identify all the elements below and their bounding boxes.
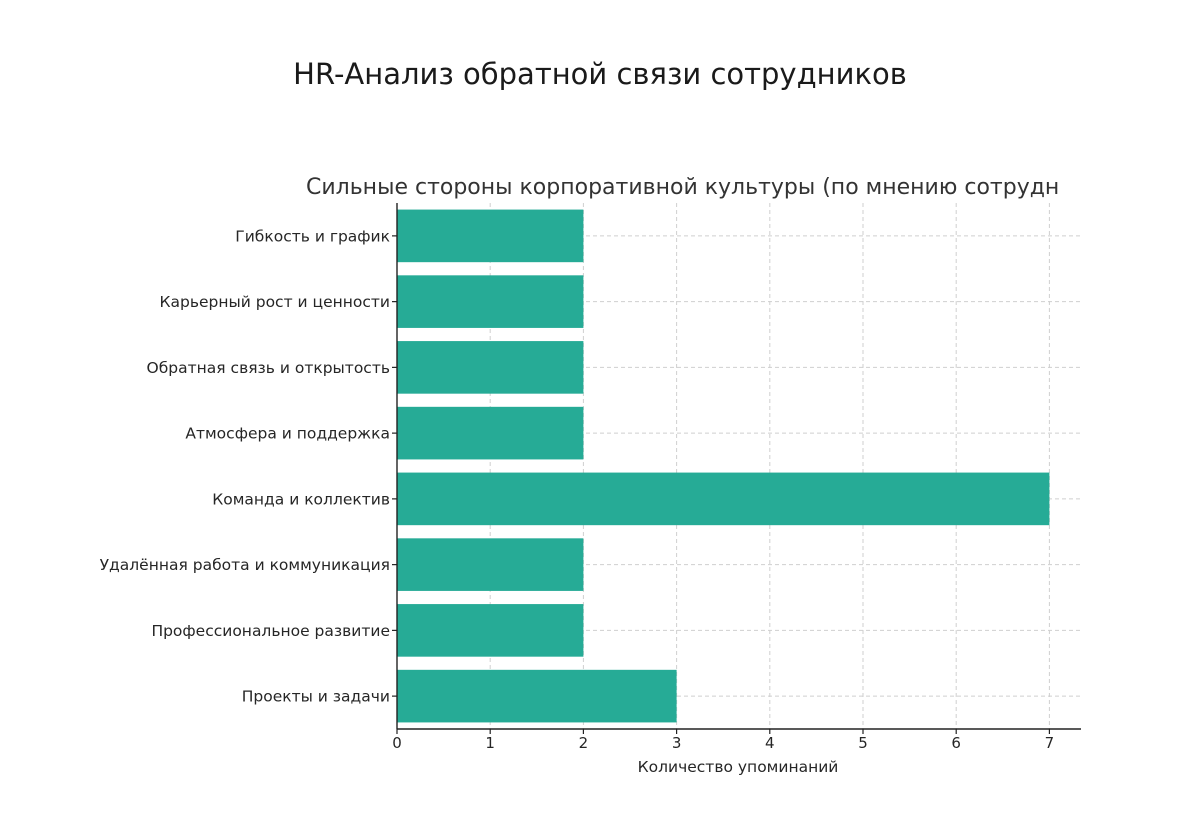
category-label-5: Удалённая работа и коммуникация (100, 556, 390, 574)
category-label-7: Проекты и задачи (242, 688, 390, 706)
bar-6 (397, 604, 584, 657)
x-axis-label: Количество упоминаний (638, 758, 839, 776)
x-tick-label-1: 1 (485, 734, 495, 752)
category-label-3: Атмосфера и поддержка (185, 425, 390, 443)
x-ticks: 0 1 2 3 4 5 6 7 (392, 734, 1054, 752)
x-tick-label-4: 4 (765, 734, 775, 752)
x-tick-label-6: 6 (951, 734, 961, 752)
bar-1 (397, 275, 584, 328)
bar-3 (397, 406, 584, 460)
bar-5 (397, 538, 584, 591)
category-labels: Гибкость и график Карьерный рост и ценнос… (100, 227, 390, 705)
x-tick-label-0: 0 (392, 734, 402, 752)
category-label-2: Обратная связь и открытость (147, 359, 390, 377)
axes (392, 203, 1081, 734)
category-label-6: Профессиональное развитие (151, 622, 390, 640)
bar-2 (397, 341, 584, 394)
x-tick-label-3: 3 (672, 734, 682, 752)
bar-0 (397, 209, 584, 263)
page-title: HR-Анализ обратной связи сотрудников (293, 57, 907, 91)
x-tick-label-2: 2 (579, 734, 589, 752)
category-label-1: Карьерный рост и ценности (160, 293, 391, 311)
x-tick-label-5: 5 (858, 734, 868, 752)
bars (397, 209, 1050, 723)
bar-7 (397, 669, 677, 723)
category-label-0: Гибкость и график (235, 227, 390, 245)
category-label-4: Команда и коллектив (212, 490, 390, 508)
x-tick-label-7: 7 (1045, 734, 1055, 752)
bar-4 (397, 472, 1050, 526)
chart-title: Сильные стороны корпоративной культуры (… (306, 175, 1059, 200)
